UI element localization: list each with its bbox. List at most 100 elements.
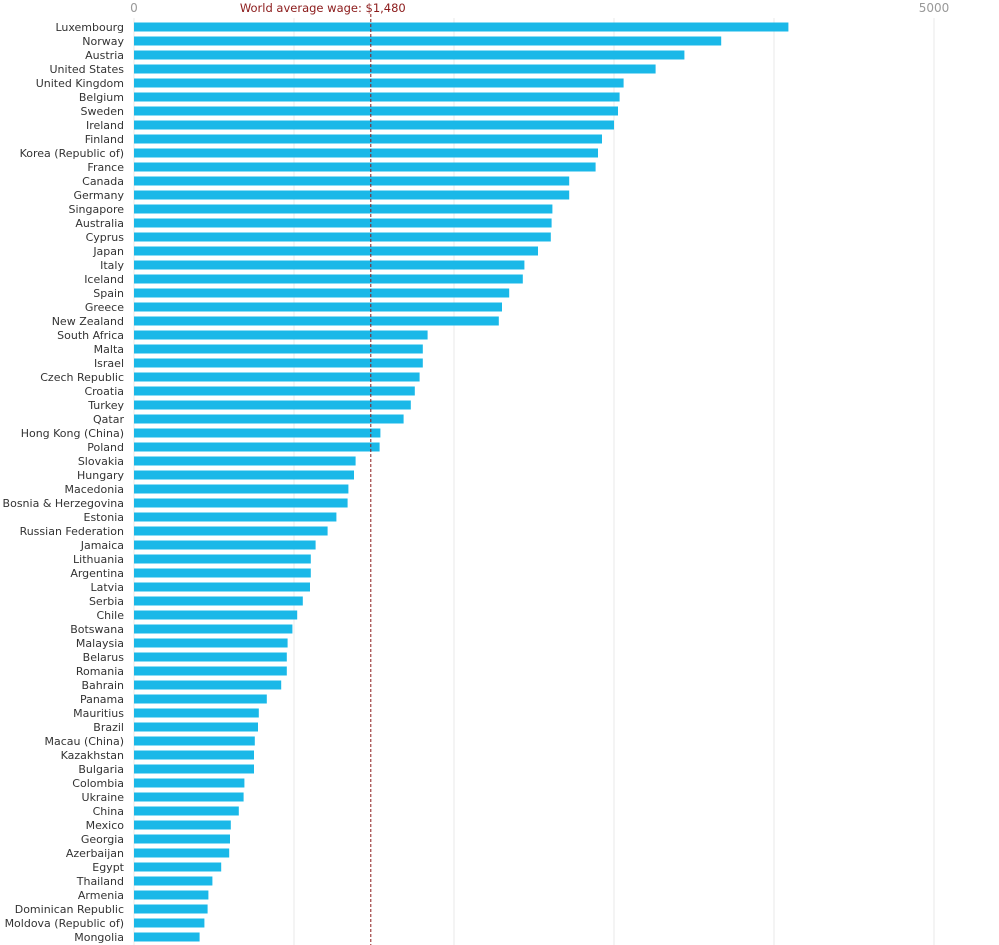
bar [134, 162, 596, 172]
bar [134, 106, 618, 116]
category-label: Lithuania [73, 553, 124, 566]
bar [134, 456, 356, 466]
category-label: Latvia [91, 581, 125, 594]
bar [134, 386, 415, 396]
bars [134, 22, 789, 942]
bar [134, 624, 293, 634]
category-label: Macau (China) [45, 735, 125, 748]
category-label: Qatar [93, 413, 124, 426]
bar [134, 64, 656, 74]
bar [134, 428, 381, 438]
bar [134, 764, 254, 774]
bar [134, 862, 222, 872]
category-label: Hong Kong (China) [21, 427, 124, 440]
bar [134, 736, 255, 746]
category-label: Azerbaijan [66, 847, 124, 860]
category-label: Brazil [93, 721, 124, 734]
category-label: Czech Republic [40, 371, 124, 384]
category-label: Chile [96, 609, 124, 622]
category-label: Bahrain [81, 679, 124, 692]
category-label: Greece [85, 301, 124, 314]
category-label: Belarus [83, 651, 125, 664]
category-label: Poland [87, 441, 124, 454]
category-label: Russian Federation [20, 525, 124, 538]
bar [134, 246, 538, 256]
category-label: Ireland [86, 119, 124, 132]
category-label: Estonia [84, 511, 125, 524]
bar [134, 526, 328, 536]
bar [134, 820, 231, 830]
bar [134, 806, 239, 816]
bar [134, 876, 213, 886]
category-label: Iceland [84, 273, 124, 286]
x-tick-label: 0 [130, 1, 138, 15]
category-label: Sweden [81, 105, 124, 118]
category-label: Canada [82, 175, 124, 188]
category-label: Japan [92, 245, 124, 258]
bar [134, 22, 789, 32]
category-label: Hungary [77, 469, 124, 482]
category-label: Germany [73, 189, 124, 202]
reference-line-group: World average wage: $1,480 [240, 1, 406, 945]
bar [134, 134, 602, 144]
bar [134, 834, 230, 844]
category-label: Malaysia [76, 637, 124, 650]
category-label: New Zealand [52, 315, 124, 328]
category-label: Dominican Republic [15, 903, 124, 916]
bar [134, 302, 502, 312]
category-label: Romania [76, 665, 124, 678]
category-label: Thailand [76, 875, 124, 888]
bar [134, 666, 287, 676]
bar [134, 358, 423, 368]
category-label: Norway [82, 35, 124, 48]
bar [134, 78, 624, 88]
bar [134, 400, 411, 410]
bar [134, 596, 303, 606]
bar [134, 260, 525, 270]
category-label: United States [50, 63, 125, 76]
bar [134, 932, 200, 942]
bar [134, 176, 570, 186]
category-label: Jamaica [80, 539, 124, 552]
x-tick-label: 5000 [919, 1, 950, 15]
bar [134, 722, 258, 732]
category-label: South Africa [57, 329, 124, 342]
category-label: Kazakhstan [61, 749, 124, 762]
category-label: Macedonia [64, 483, 124, 496]
bar [134, 610, 298, 620]
bar [134, 218, 552, 228]
bar [134, 540, 316, 550]
bar [134, 232, 551, 242]
bar [134, 848, 230, 858]
bar [134, 568, 311, 578]
gridlines [133, 18, 935, 945]
category-label: Luxembourg [55, 21, 124, 34]
category-label: Bosnia & Herzegovina [3, 497, 124, 510]
bar [134, 372, 420, 382]
bar [134, 288, 510, 298]
bar [134, 778, 245, 788]
category-label: Colombia [72, 777, 124, 790]
bar [134, 148, 598, 158]
bar [134, 316, 499, 326]
world-average-label: World average wage: $1,480 [240, 1, 406, 15]
bar [134, 694, 267, 704]
bar [134, 414, 404, 424]
category-label: Bulgaria [78, 763, 124, 776]
bar [134, 344, 423, 354]
bar [134, 918, 205, 928]
category-label: Spain [93, 287, 124, 300]
bar [134, 484, 349, 494]
bar [134, 890, 209, 900]
category-label: Croatia [84, 385, 124, 398]
category-label: Armenia [78, 889, 124, 902]
category-label: Cyprus [86, 231, 125, 244]
category-label: Mongolia [74, 931, 124, 944]
category-label: Turkey [87, 399, 124, 412]
bar [134, 50, 685, 60]
bar [134, 498, 348, 508]
category-label: Korea (Republic of) [20, 147, 124, 160]
category-label: Mexico [86, 819, 125, 832]
